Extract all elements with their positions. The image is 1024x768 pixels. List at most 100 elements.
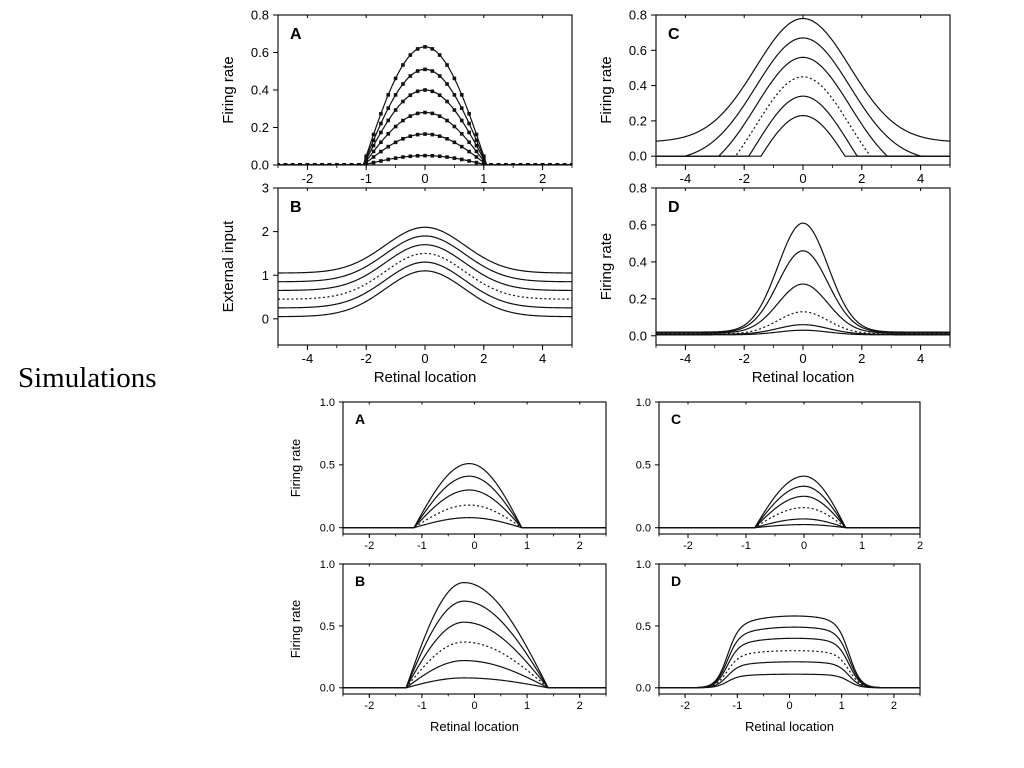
data-point <box>342 163 346 165</box>
data-point <box>437 93 442 97</box>
series-line-6 <box>656 329 950 336</box>
series-line-3 <box>659 495 920 529</box>
x-tick-label: -1 <box>417 700 427 712</box>
data-point <box>540 163 545 165</box>
data-point <box>379 121 383 126</box>
y-axis-label: Firing rate <box>598 56 615 124</box>
plot-frame <box>277 187 573 346</box>
series-line-4 <box>278 252 572 300</box>
series-line-2 <box>278 68 572 165</box>
series-line-1 <box>656 17 950 142</box>
series-group <box>656 17 950 157</box>
x-tick-label: 2 <box>891 700 897 712</box>
x-tick-label: -2 <box>302 171 314 186</box>
x-tick-label: 0 <box>471 700 477 712</box>
y-tick-label: 0.0 <box>636 683 651 695</box>
y-tick-label: 1.0 <box>636 397 651 409</box>
series-line-3 <box>343 489 606 529</box>
data-point <box>562 163 567 165</box>
y-tick-label: 1.0 <box>636 559 651 571</box>
x-axis-label: Retinal location <box>752 369 855 386</box>
y-axis-label: Firing rate <box>598 233 615 301</box>
x-tick-label: 0 <box>786 700 792 712</box>
y-tick-label: 0.0 <box>629 149 647 164</box>
panel-bottom-D: -2 -1 0 1 2 0.0 0.5 1.0 D Retinal location <box>636 559 921 734</box>
data-point <box>518 163 523 165</box>
data-point <box>474 138 479 143</box>
plot-frame <box>342 401 607 535</box>
data-point <box>408 114 413 118</box>
data-point <box>415 47 420 51</box>
data-point <box>379 130 383 135</box>
series-line-3 <box>278 89 572 165</box>
data-point <box>445 63 449 67</box>
plot-frame <box>658 401 921 535</box>
series-line-2 <box>278 235 572 283</box>
panel-letter: C <box>668 26 680 43</box>
data-point <box>445 155 449 159</box>
series-line-1 <box>343 581 606 689</box>
series-line-2 <box>343 600 606 689</box>
data-point <box>371 143 376 148</box>
data-point <box>423 67 427 72</box>
data-point <box>459 144 464 149</box>
data-point <box>371 155 376 159</box>
x-tick-label: 2 <box>577 700 583 712</box>
series-group <box>656 222 950 336</box>
y-tick-label: 0.5 <box>320 460 335 472</box>
data-point <box>474 160 479 165</box>
data-point <box>526 163 530 165</box>
data-point <box>401 82 405 86</box>
x-tick-label: -2 <box>738 351 750 366</box>
series-group <box>659 475 920 529</box>
data-point <box>430 132 435 137</box>
x-tick-label: 0 <box>421 171 428 186</box>
data-point <box>467 130 471 135</box>
data-point <box>430 47 435 51</box>
y-tick-label: 0.5 <box>636 621 651 633</box>
data-point <box>335 163 339 165</box>
series-line-1 <box>278 226 572 274</box>
x-axis-label: Retinal location <box>745 719 834 734</box>
panel-top-D: -4 -2 0 2 4 0.0 0.2 0.4 0.6 0.8 D Firing rate Retina… <box>598 181 951 386</box>
plot-frame <box>342 563 607 695</box>
y-tick-label: 0.8 <box>251 8 269 23</box>
plot-frame <box>655 187 951 346</box>
series-line-5 <box>278 133 572 165</box>
y-tick-label: 0.4 <box>251 83 269 98</box>
data-point <box>386 157 391 162</box>
series-line-5 <box>659 661 920 689</box>
data-point <box>570 163 572 165</box>
y-axis-label: External input <box>220 220 237 313</box>
x-tick-label: 1 <box>480 171 487 186</box>
series-line-5 <box>656 95 950 157</box>
x-tick-label: 1 <box>524 540 530 552</box>
data-point <box>408 93 413 97</box>
panel-top-C: -4 -2 0 2 4 0.0 0.2 0.4 0.6 0.8 C Firing rate <box>598 8 951 186</box>
data-point <box>401 155 405 159</box>
series-line-2 <box>656 250 950 334</box>
data-point <box>371 132 376 137</box>
y-tick-label: 1 <box>262 268 269 283</box>
y-axis-label: Firing rate <box>288 600 303 659</box>
data-point <box>489 163 493 165</box>
data-point <box>393 93 398 97</box>
data-point <box>533 163 538 165</box>
data-point <box>430 153 435 158</box>
data-point <box>496 163 501 165</box>
data-point <box>548 163 552 165</box>
x-tick-label: 0 <box>421 351 428 366</box>
series-line-6 <box>659 673 920 689</box>
y-tick-label: 0.6 <box>629 43 647 58</box>
x-tick-label: -2 <box>360 351 372 366</box>
y-tick-label: 0.8 <box>629 8 647 23</box>
data-point <box>320 163 324 165</box>
data-point <box>452 108 457 112</box>
series-line-3 <box>278 244 572 292</box>
series-line-2 <box>343 475 606 529</box>
data-point <box>437 53 442 57</box>
x-tick-label: 2 <box>539 171 546 186</box>
data-point <box>467 149 471 154</box>
panel-letter: B <box>290 199 302 216</box>
y-tick-label: 0.4 <box>629 78 647 93</box>
